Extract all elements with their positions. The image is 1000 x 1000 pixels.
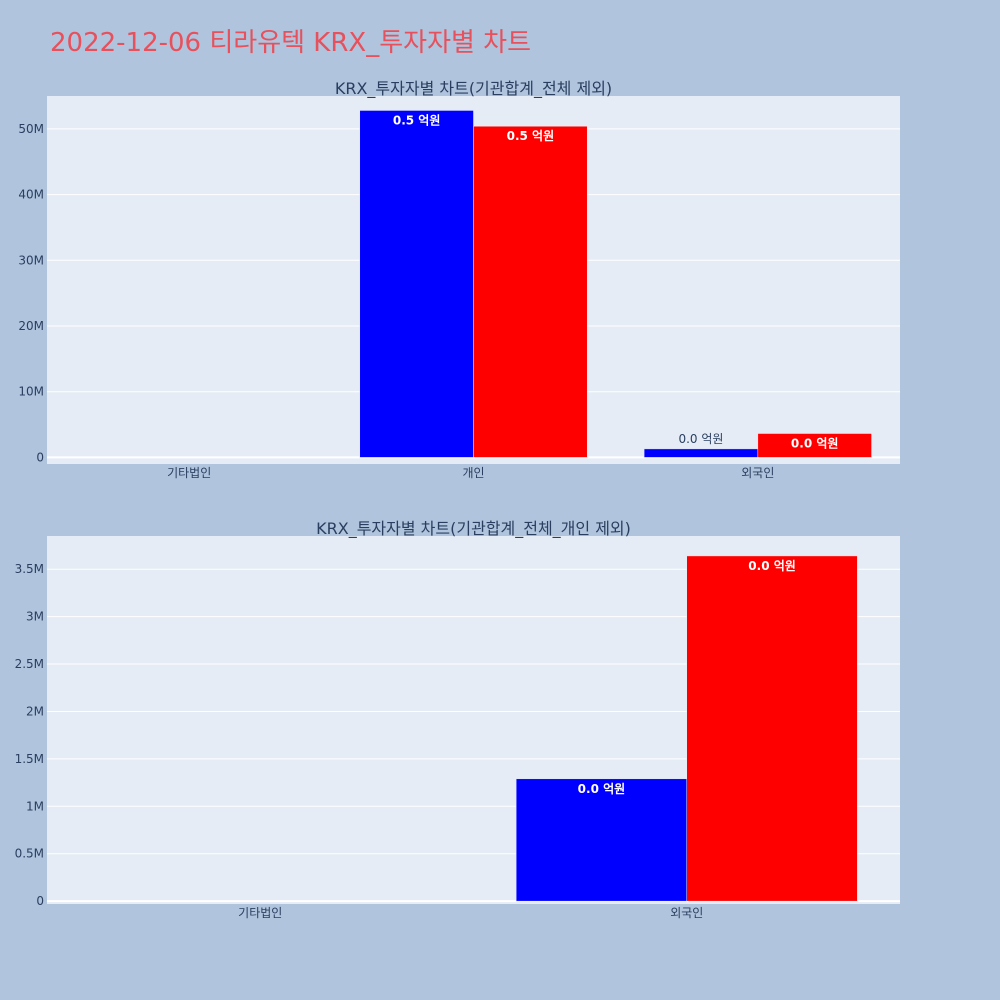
- bar: [757, 433, 872, 458]
- y-tick-label: 20M: [18, 319, 44, 333]
- bar: [686, 555, 858, 902]
- y-tick-label: 30M: [18, 253, 44, 267]
- bar: [515, 778, 688, 902]
- y-tick-label: 2M: [26, 704, 44, 718]
- bar: [643, 448, 759, 458]
- x-tick-label: 개인: [462, 466, 484, 480]
- y-tick-label: 10M: [18, 385, 44, 399]
- x-tick-label: 외국인: [741, 466, 774, 480]
- y-tick-label: 0: [36, 450, 44, 464]
- y-tick-label: 2.5M: [15, 657, 44, 671]
- y-tick-label: 3M: [26, 610, 44, 624]
- page-title: 2022-12-06 티라유텍 KRX_투자자별 차트: [50, 28, 532, 58]
- data-label: 0.0 억원: [748, 559, 796, 573]
- bar: [359, 110, 474, 458]
- y-tick-label: 1.5M: [15, 752, 44, 766]
- x-tick-label: 기타법인: [238, 906, 282, 920]
- y-tick-label: 1M: [26, 799, 44, 813]
- y-tick-label: 40M: [18, 188, 44, 202]
- chart-title: KRX_투자자별 차트(기관합계_전체 제외): [335, 79, 612, 99]
- x-tick-label: 기타법인: [167, 466, 211, 480]
- y-tick-label: 0.5M: [15, 847, 44, 861]
- y-tick-label: 0: [36, 894, 44, 908]
- data-label: 0.0 억원: [791, 437, 839, 451]
- chart-1: 0 10M 20M 30M 40M 50M KRX_투자자별 차트(기관합계_전체 제외) 기…: [18, 79, 900, 480]
- chart-2: 0 0.5M 1M 1.5M 2M 2.5M 3M 3.5M KRX_투자자별 차트(기관합계_…: [15, 519, 900, 920]
- y-tick-label: 50M: [18, 122, 44, 136]
- y-tick-label: 3.5M: [15, 562, 44, 576]
- data-label: 0.0 억원: [578, 782, 626, 796]
- chart-title: KRX_투자자별 차트(기관합계_전체_개인 제외): [316, 519, 631, 539]
- data-label: 0.5 억원: [507, 129, 555, 143]
- data-label: 0.5 억원: [393, 113, 441, 127]
- x-tick-label: 외국인: [670, 906, 703, 920]
- data-label: 0.0 억원: [678, 432, 723, 446]
- bar: [473, 125, 588, 458]
